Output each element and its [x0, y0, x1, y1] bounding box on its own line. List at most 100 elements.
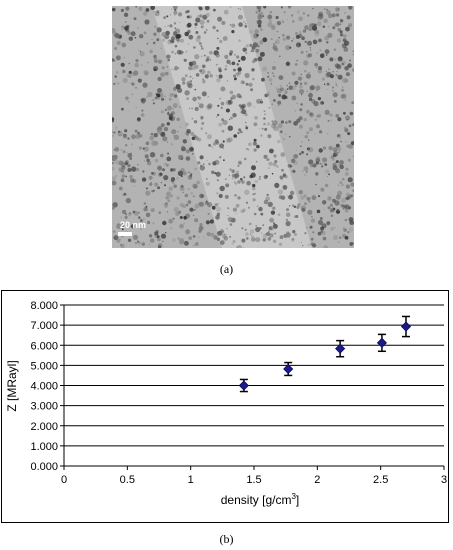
tem-particle [258, 206, 263, 212]
tem-particle [243, 176, 246, 179]
tem-particle [351, 101, 354, 105]
tem-particle [145, 212, 151, 218]
tem-particle [174, 105, 176, 108]
data-point [283, 363, 294, 375]
tem-particle [120, 8, 124, 12]
tem-particle [280, 152, 286, 158]
tem-particle [337, 74, 343, 80]
tem-particle [339, 19, 344, 23]
tem-particle [315, 172, 319, 176]
tem-particle [294, 63, 298, 66]
tem-particle [238, 39, 241, 42]
tem-particle [209, 58, 212, 61]
tem-particle [193, 244, 195, 247]
tem-particle [160, 47, 162, 49]
tem-particle [279, 87, 284, 92]
tem-particle [324, 109, 330, 115]
tem-particle [321, 77, 325, 81]
tem-particle [237, 131, 240, 135]
tem-particle [270, 83, 272, 85]
tem-particle [216, 29, 219, 32]
tem-particle [187, 22, 192, 28]
x-tick-label: 1.5 [246, 474, 261, 486]
tem-particle [146, 158, 150, 163]
tem-particle [332, 153, 337, 158]
tem-particle [292, 169, 296, 173]
tem-particle [253, 148, 257, 152]
tem-particle [332, 92, 338, 98]
tem-particle [269, 148, 274, 154]
tem-particle [205, 29, 208, 31]
tem-particle [133, 185, 135, 187]
tem-micrograph: 20 nm [112, 6, 354, 248]
tem-particle [335, 83, 338, 86]
tem-particle [221, 129, 225, 133]
tem-particle [172, 103, 178, 108]
tem-particle [304, 174, 307, 177]
tem-particle [215, 74, 218, 77]
tem-particle [205, 220, 210, 225]
tem-particle [115, 175, 117, 177]
tem-particle [128, 36, 133, 41]
tem-particle [127, 153, 133, 158]
tem-particle [168, 39, 171, 42]
tem-particle [287, 88, 289, 90]
tem-particle [193, 46, 196, 49]
tem-particle [162, 136, 168, 142]
tem-particle [236, 63, 239, 66]
tem-particle [171, 68, 174, 71]
tem-particle [166, 54, 170, 59]
tem-particle [197, 35, 201, 39]
tem-particle [344, 205, 347, 208]
tem-particle [147, 61, 149, 64]
tem-particle [333, 100, 337, 103]
tem-particle [145, 8, 150, 12]
tem-particle [167, 25, 169, 27]
tem-particle [316, 124, 320, 129]
tem-particle [260, 212, 264, 216]
tem-particle [225, 138, 231, 144]
tem-particle [198, 236, 200, 238]
tem-particle [253, 106, 255, 108]
tem-particle [164, 95, 166, 98]
tem-particle [211, 170, 215, 174]
tem-particle [306, 153, 308, 156]
tem-particle [300, 196, 305, 200]
tem-particle [192, 77, 194, 80]
tem-particle [166, 15, 169, 18]
tem-particle [309, 112, 315, 118]
tem-particle [205, 58, 209, 62]
tem-particle [203, 236, 205, 238]
tem-particle [139, 50, 142, 53]
tem-particle [327, 120, 330, 122]
tem-particle [251, 68, 255, 72]
tem-particle [338, 194, 340, 196]
tem-particle [114, 60, 116, 62]
tem-particle [222, 36, 228, 41]
tem-particle [210, 232, 215, 237]
tem-particle [258, 10, 261, 12]
tem-particle [260, 134, 263, 137]
tem-particle [219, 97, 221, 100]
tem-particle [255, 10, 259, 14]
tem-particle [166, 141, 169, 143]
tem-particle [223, 148, 225, 149]
tem-particle [301, 36, 305, 40]
tem-particle [130, 224, 135, 229]
tem-particle [205, 6, 209, 9]
tem-particle [151, 140, 157, 146]
tem-particle [160, 123, 165, 127]
tem-particle [112, 206, 115, 210]
tem-particle [170, 227, 173, 230]
tem-particle [282, 185, 288, 190]
tem-particle [125, 21, 127, 23]
tem-particle [113, 131, 116, 134]
tem-particle [322, 163, 324, 165]
tem-particle [184, 193, 189, 198]
tem-particle [197, 202, 202, 206]
tem-particle [320, 226, 325, 231]
tem-particle [339, 30, 343, 34]
tem-particle [257, 44, 260, 48]
tem-particle [229, 24, 232, 26]
tem-particle [199, 155, 204, 160]
